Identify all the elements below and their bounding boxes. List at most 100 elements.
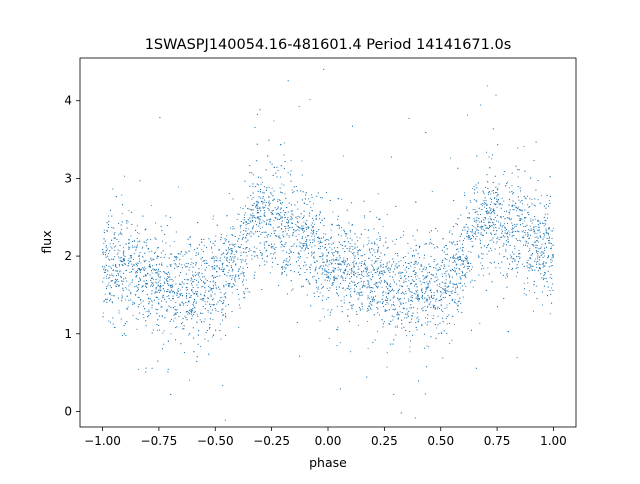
data-point [202,276,204,278]
data-point [305,240,307,243]
data-point [391,263,393,265]
data-point [113,275,115,277]
data-point [208,265,210,267]
data-point [456,240,458,242]
data-point [111,280,113,282]
data-point [485,227,487,229]
data-point [431,190,433,193]
data-point [415,293,417,295]
data-point [206,280,208,282]
data-point [298,230,300,232]
data-point [278,213,280,215]
data-point [253,277,255,279]
data-point [378,258,380,260]
data-point [534,292,536,294]
data-point [175,302,177,304]
data-point [396,326,398,328]
data-point [302,217,304,220]
data-point [402,234,405,236]
data-point [372,269,374,271]
data-point [448,303,451,305]
data-point [378,250,380,252]
data-point [445,279,447,281]
data-point [496,241,498,243]
data-point [552,227,554,229]
data-point [499,204,501,206]
data-point [437,247,439,249]
data-point [506,275,508,277]
data-point [487,218,489,220]
data-point [114,232,116,234]
data-point [130,235,132,237]
data-point [309,268,311,270]
data-point [327,271,329,273]
data-point [537,230,539,232]
data-point [229,244,231,246]
data-point [504,236,506,238]
data-point [531,269,533,271]
data-point [264,264,266,266]
data-point [382,225,384,228]
data-point [348,264,351,266]
data-point [170,299,172,301]
data-point [355,311,357,313]
data-point [302,225,304,227]
data-point [237,213,239,215]
data-point [174,276,176,278]
data-point [456,274,458,276]
data-point [385,237,387,239]
data-point [421,264,423,266]
data-point [129,283,131,285]
data-point [328,275,330,277]
data-point [488,191,490,193]
data-point [499,247,501,249]
data-point [385,295,388,297]
data-point [231,292,233,294]
data-point [466,260,468,262]
data-point [191,284,193,286]
data-point [229,256,231,258]
data-point [474,209,476,211]
data-point [105,256,107,258]
data-point [310,255,312,257]
data-point [149,274,151,276]
data-point [283,167,285,169]
data-point [325,233,327,235]
data-point [281,224,283,226]
data-point [533,245,535,247]
data-point [168,298,170,300]
data-point [408,280,410,282]
data-point [490,208,492,210]
data-point [315,217,317,219]
data-point [321,287,323,289]
data-point [281,243,283,245]
data-point [289,248,291,250]
data-point [221,254,223,256]
data-point [418,277,420,279]
data-point [351,307,353,309]
data-point [259,249,261,251]
data-point [178,263,180,265]
data-point [466,268,469,270]
data-point [523,220,525,222]
data-point [399,271,401,273]
data-point [261,231,263,233]
data-point [346,274,348,276]
data-point [506,181,508,183]
data-point [173,314,175,316]
data-point [516,210,518,212]
data-point [170,265,172,267]
data-point [350,291,352,293]
data-point [499,203,501,205]
data-point [122,252,124,254]
data-point [376,244,378,246]
data-point [506,273,508,275]
data-point [527,228,529,231]
data-point [476,211,478,213]
data-point [347,237,349,239]
data-point [512,228,514,230]
data-point [315,267,317,269]
data-point [221,300,223,303]
data-point [198,276,200,278]
data-point [462,296,464,298]
